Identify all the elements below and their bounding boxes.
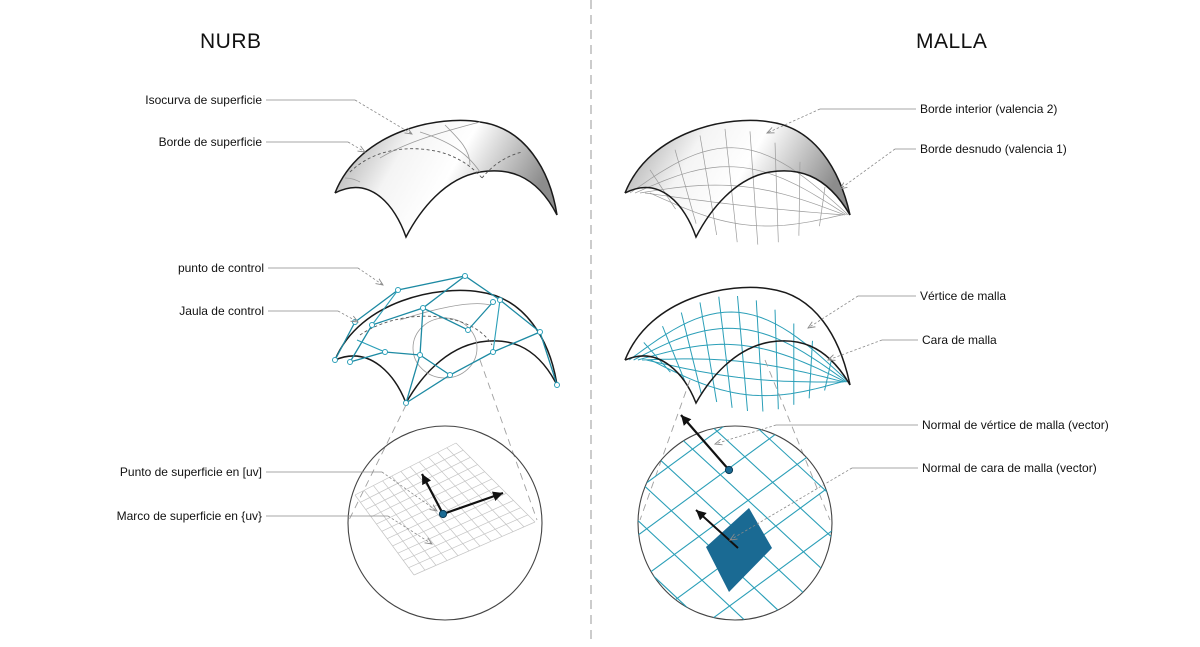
label-face-normal: Normal de cara de malla (vector): [922, 461, 1097, 475]
label-mesh-face: Cara de malla: [922, 333, 997, 347]
label-isocurve: Isocurva de superficie: [145, 93, 262, 107]
mesh-grid-shaded: [629, 128, 849, 245]
label-mesh-vertex: Vértice de malla: [920, 289, 1006, 303]
label-interior-edge: Borde interior (valencia 2): [920, 102, 1057, 116]
label-control-point: punto de control: [178, 261, 264, 275]
label-control-cage: Jaula de control: [179, 304, 264, 318]
control-points: [332, 273, 560, 406]
label-surface-frame: Marco de superficie en {uv}: [117, 509, 262, 523]
surface-zoom-circle: [347, 425, 543, 621]
nurb-surface: [334, 119, 558, 239]
surface-frame-arrows: [421, 473, 504, 519]
mesh-surface: [624, 119, 851, 245]
nurb-control-cage-surface: [334, 275, 558, 405]
mesh-title: MALLA: [916, 30, 987, 53]
label-naked-edge: Borde desnudo (valencia 1): [920, 142, 1067, 156]
mesh-face: [706, 508, 772, 592]
mesh-normal-arrows: [680, 414, 739, 549]
mesh-grid-teal: [629, 295, 849, 412]
nurb-labels: Isocurva de superficie Borde de superfic…: [117, 93, 437, 544]
mesh-zoom-circle: [637, 425, 833, 621]
nurb-title: NURB: [200, 30, 262, 53]
mesh-vertex: [724, 465, 734, 475]
zoom-connector-left: [348, 404, 407, 521]
label-surface-edge: Borde de superficie: [159, 135, 263, 149]
label-vertex-normal: Normal de vértice de malla (vector): [922, 418, 1109, 432]
label-surface-point: Punto de superficie en [uv]: [120, 465, 262, 479]
uv-grid: [354, 442, 536, 576]
zoom-connector-right: [639, 379, 691, 521]
mesh-wire-surface: [624, 286, 851, 412]
surface-point: [438, 509, 448, 519]
mesh-labels: Borde interior (valencia 2) Borde desnud…: [715, 102, 1109, 540]
